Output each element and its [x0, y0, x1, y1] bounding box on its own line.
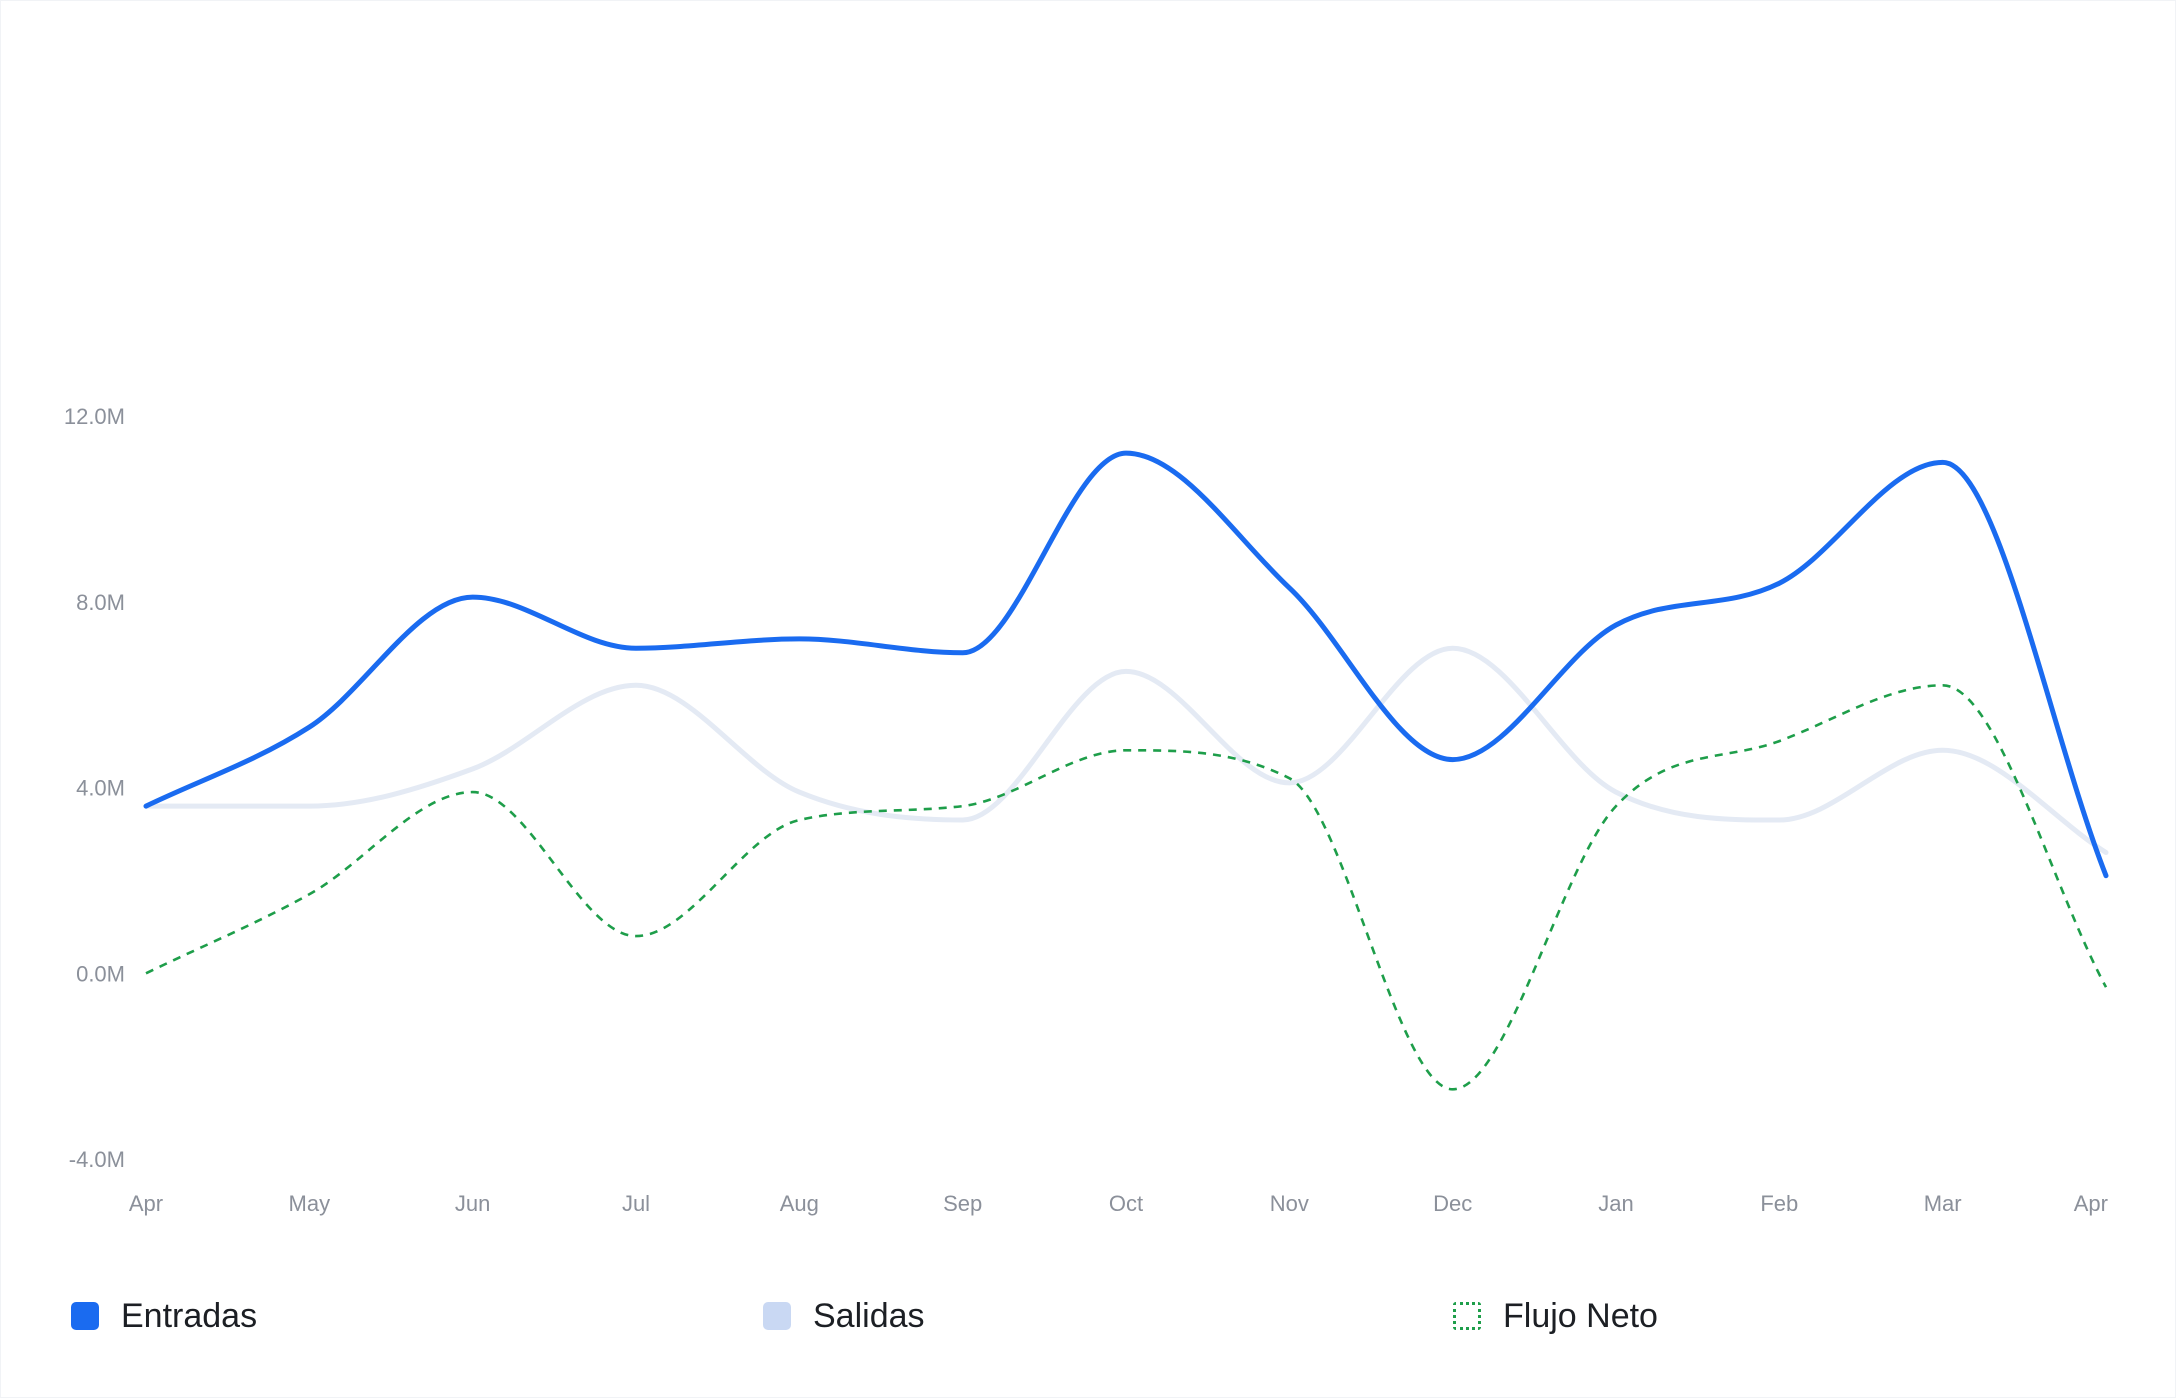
- x-tick-label: Feb: [1760, 1191, 1798, 1216]
- line-chart: 12.0M 8.0M 4.0M 0.0M -4.0M Apr May Jun Jul Aug Se…: [64, 404, 2109, 1216]
- y-tick-label: -4.0M: [69, 1147, 125, 1172]
- chart-legend: Entradas Salidas Flujo Neto: [1, 1286, 2176, 1346]
- y-axis: 12.0M 8.0M 4.0M 0.0M -4.0M: [64, 404, 125, 1172]
- legend-item-flujo-neto[interactable]: Flujo Neto: [1453, 1286, 1658, 1346]
- y-tick-label: 0.0M: [76, 961, 125, 986]
- legend-swatch-salidas: [763, 1302, 791, 1330]
- x-tick-label: May: [289, 1191, 331, 1216]
- x-tick-label: Jan: [1598, 1191, 1633, 1216]
- x-axis: Apr May Jun Jul Aug Sep Oct Nov Dec Jan Feb Mar Apr: [129, 1191, 2108, 1216]
- x-tick-label: Mar: [1924, 1191, 1962, 1216]
- x-tick-label: Aug: [780, 1191, 819, 1216]
- y-tick-label: 8.0M: [76, 590, 125, 615]
- legend-label-entradas: Entradas: [121, 1296, 258, 1335]
- x-tick-label: Jun: [455, 1191, 490, 1216]
- x-tick-label: Sep: [943, 1191, 982, 1216]
- series-line-entradas: [143, 450, 2109, 879]
- legend-item-salidas[interactable]: Salidas: [763, 1286, 925, 1346]
- series-line-flujo-neto: [145, 684, 2108, 1091]
- legend-swatch-flujo-neto: [1453, 1302, 1481, 1330]
- y-tick-label: 12.0M: [64, 404, 125, 429]
- y-tick-label: 4.0M: [76, 776, 125, 801]
- x-tick-label: Oct: [1109, 1191, 1143, 1216]
- x-tick-label: Jul: [622, 1191, 650, 1216]
- x-tick-label: Dec: [1433, 1191, 1472, 1216]
- legend-item-entradas[interactable]: Entradas: [71, 1286, 257, 1346]
- series-line-salidas: [143, 645, 2109, 855]
- series-layer: [143, 450, 2109, 1091]
- legend-label-flujo-neto: Flujo Neto: [1503, 1296, 1658, 1335]
- legend-swatch-entradas: [71, 1302, 99, 1330]
- legend-label-salidas: Salidas: [813, 1296, 925, 1335]
- x-tick-label: Nov: [1270, 1191, 1309, 1216]
- x-tick-label: Apr: [2074, 1191, 2108, 1216]
- x-tick-label: Apr: [129, 1191, 163, 1216]
